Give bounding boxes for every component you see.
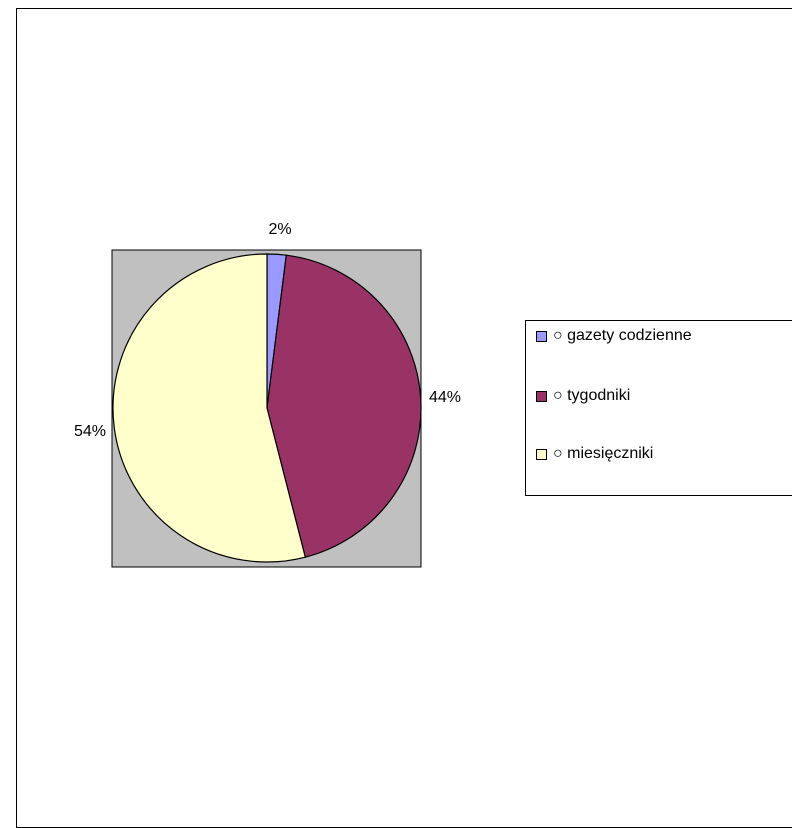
legend-label-gazety: ○ gazety codzienne — [553, 327, 692, 344]
label-miesieczniki: 54% — [74, 423, 106, 440]
slice-tygodniki — [266, 254, 422, 558]
legend-label-tygodniki: ○ tygodniki — [553, 387, 631, 404]
pie-chart: 2% 44% 54% — [74, 221, 461, 568]
pie-slices — [112, 253, 422, 563]
legend-swatch-tygodniki — [536, 390, 547, 402]
legend-item-miesieczniki: ○ miesięczniki — [536, 445, 653, 463]
label-tygodniki: 44% — [429, 389, 461, 406]
label-gazety: 2% — [268, 221, 291, 238]
legend-item-gazety: ○ gazety codzienne — [536, 327, 692, 345]
legend-swatch-miesieczniki — [536, 448, 547, 460]
legend-swatch-gazety — [536, 330, 547, 342]
slice-miesieczniki — [112, 253, 307, 563]
legend-item-tygodniki: ○ tygodniki — [536, 387, 630, 405]
data-labels: 2% 44% 54% — [74, 221, 461, 440]
legend: ○ gazety codzienne ○ tygodniki ○ miesięc… — [525, 320, 792, 496]
legend-label-miesieczniki: ○ miesięczniki — [553, 445, 654, 462]
